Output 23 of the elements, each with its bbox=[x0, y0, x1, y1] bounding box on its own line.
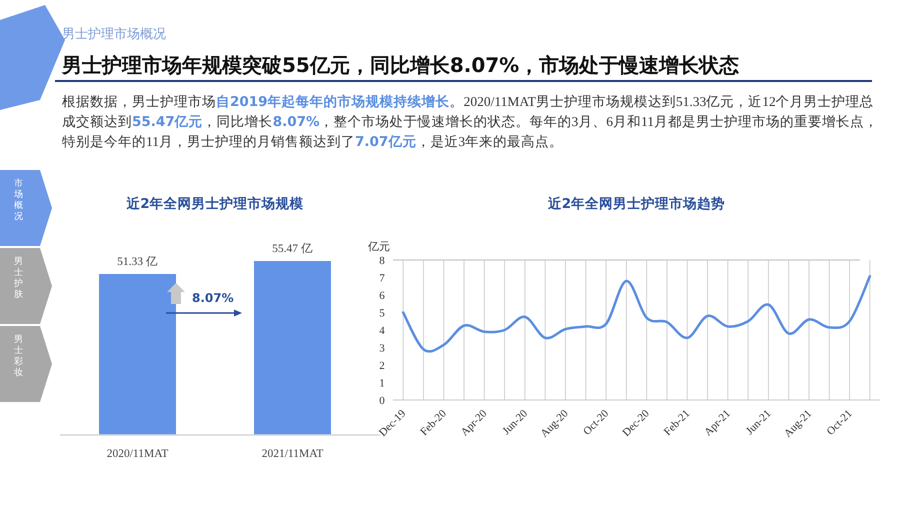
y-tick-label: 3 bbox=[379, 342, 386, 354]
text: 根据数据，男士护理市场自2019年起每年的市场规模持续增长。2020/11MAT男士护理市场规模达到51.33亿元，近12个月男士护理总成交额达到55.47亿元，同比增长8.07%，整个市场处于慢速增长的状态。每年的3月、6月和11月都是男士护理市场的重要增长点，特别是今年的11月，男士护理的月销售额达到了7.07亿元，是近3年来的最高点。 bbox=[62, 94, 878, 150]
text: 男士护理市场概况 bbox=[62, 27, 166, 42]
text: 男士护肤 bbox=[13, 256, 23, 300]
y-tick-label: 2 bbox=[379, 360, 385, 372]
y-tick-label: 8 bbox=[379, 255, 386, 267]
y-tick-label: 4 bbox=[379, 325, 386, 337]
data-label: 55.47 亿 bbox=[272, 242, 313, 255]
text: 市场概况 bbox=[13, 178, 23, 222]
y-tick-label: 6 bbox=[379, 290, 386, 302]
data-label: 51.33 亿 bbox=[117, 254, 158, 268]
annotation: 8.07% bbox=[192, 291, 234, 305]
chart-title: 近2年全网男士护理市场趋势 bbox=[546, 195, 726, 212]
chart-title: 近2年全网男士护理市场规模 bbox=[125, 195, 305, 212]
y-tick-label: 0 bbox=[379, 395, 386, 407]
y-tick-label: 7 bbox=[379, 272, 386, 284]
x-tick-label: 2021/11MAT bbox=[262, 448, 324, 460]
y-axis-title: 亿元 bbox=[367, 240, 390, 253]
y-tick-label: 1 bbox=[379, 378, 385, 390]
y-tick-label: 5 bbox=[379, 308, 386, 320]
text: 男士彩妆 bbox=[14, 334, 23, 378]
x-tick-label: 2020/11MAT bbox=[106, 448, 168, 460]
text: 男士护理市场年规模突破55亿元，同比增长8.07%，市场处于慢速增长状态 bbox=[61, 53, 740, 77]
